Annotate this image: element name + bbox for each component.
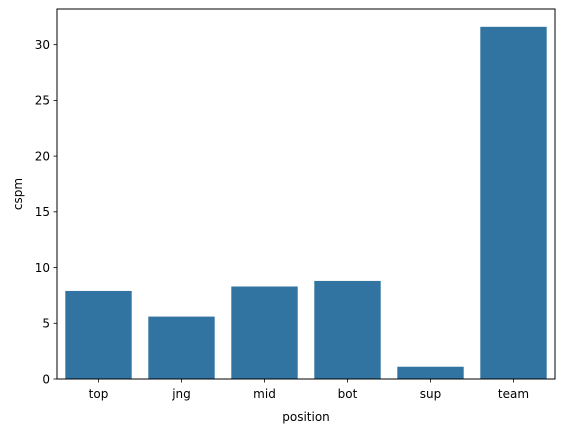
x-tick-label: bot bbox=[338, 387, 358, 401]
bar-bot bbox=[314, 280, 381, 379]
x-tick-label: sup bbox=[420, 387, 441, 401]
y-axis: 0 5 10 15 20 25 30 bbox=[35, 38, 57, 386]
y-tick-label: 0 bbox=[42, 372, 50, 386]
x-axis-title: position bbox=[282, 410, 330, 424]
x-axis: top jng mid bot sup team bbox=[89, 379, 529, 401]
bar-jng bbox=[148, 316, 215, 379]
x-tick-label: team bbox=[498, 387, 529, 401]
bar-sup bbox=[397, 366, 464, 379]
y-axis-title: cspm bbox=[11, 178, 25, 210]
y-tick-label: 30 bbox=[35, 38, 50, 52]
plot-frame bbox=[56, 8, 556, 380]
y-tick-label: 25 bbox=[35, 94, 50, 108]
y-tick-label: 20 bbox=[35, 149, 50, 163]
x-tick-label: mid bbox=[253, 387, 276, 401]
bar-top bbox=[65, 290, 132, 379]
bar-mid bbox=[231, 286, 298, 379]
bar-team bbox=[480, 26, 547, 379]
x-tick-label: top bbox=[89, 387, 109, 401]
x-tick-label: jng bbox=[171, 387, 191, 401]
y-tick-label: 5 bbox=[42, 317, 50, 331]
y-tick-label: 15 bbox=[35, 205, 50, 219]
y-tick-label: 10 bbox=[35, 261, 50, 275]
bars-group bbox=[65, 26, 547, 379]
